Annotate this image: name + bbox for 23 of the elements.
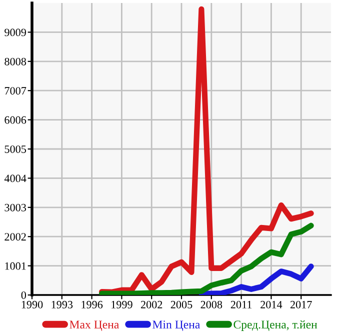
y-tick-label: 0	[21, 291, 26, 299]
y-tick-label: 4004	[4, 174, 26, 182]
x-tick-label: 2011	[230, 300, 252, 308]
y-tick-label: 2002	[4, 233, 26, 241]
legend-label: Сред.Цена, т.йен	[234, 320, 318, 331]
y-tick-label: 7007	[4, 87, 26, 95]
x-tick-label: 1999	[112, 300, 132, 308]
x-tick-label: 2014	[260, 300, 282, 308]
x-tick-label: 2008	[200, 300, 222, 308]
x-tick-label: 2002	[140, 300, 162, 308]
y-tick-label: 6006	[4, 116, 26, 124]
legend-label: Min Цена	[152, 320, 200, 331]
x-tick-label: 1993	[52, 300, 73, 308]
y-tick-label: 9009	[4, 28, 26, 36]
x-tick-label: 1990	[22, 300, 43, 308]
x-tick-label: 2017	[290, 300, 312, 308]
y-tick-label: 5005	[4, 145, 26, 153]
y-tick-label: 8008	[4, 58, 26, 66]
x-tick-label: 1996	[82, 300, 103, 308]
legend-label: Max Цена	[70, 320, 119, 331]
y-tick-label: 3003	[4, 204, 26, 212]
x-tick-label: 2005	[170, 300, 192, 308]
y-tick-label: 1001	[5, 262, 26, 270]
